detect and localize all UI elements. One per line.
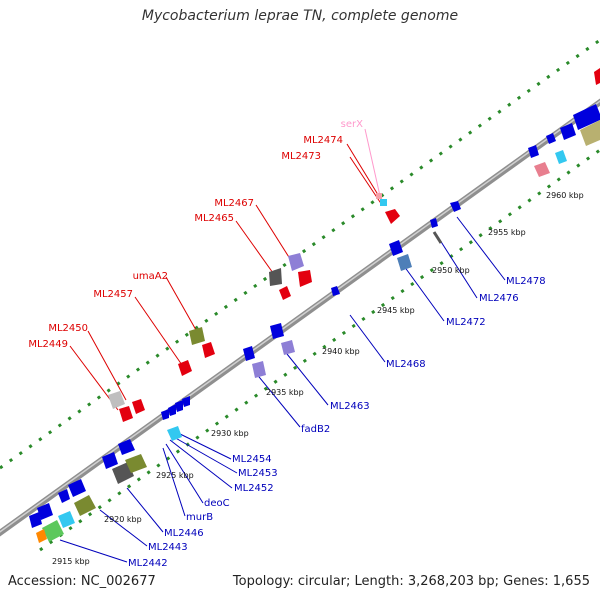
gene-label[interactable]: ML2478 xyxy=(506,276,546,287)
tick-label: 2945 kbp xyxy=(377,306,415,315)
tick-label: 2930 kbp xyxy=(211,429,249,438)
forward-labels: serX ML2474 ML2473 ML2467 ML2465 umaA2 M… xyxy=(28,119,363,350)
gene-ML2465[interactable] xyxy=(269,268,282,286)
tick-label: 2935 kbp xyxy=(266,388,304,397)
gene-ML2467[interactable] xyxy=(288,253,304,271)
gene-ML2442c[interactable] xyxy=(42,520,64,542)
gene-label[interactable]: ML2443 xyxy=(148,542,188,553)
gene-label[interactable]: ML2442 xyxy=(128,558,168,569)
gene-ML2472[interactable] xyxy=(389,240,403,256)
tick-label: 2915 kbp xyxy=(52,557,90,566)
gene-label[interactable]: ML2467 xyxy=(214,198,254,209)
gene-ML2465b[interactable] xyxy=(298,270,312,287)
gene-label[interactable]: fadB2 xyxy=(301,424,330,435)
gene-label[interactable]: ML2449 xyxy=(28,339,68,350)
gene-label[interactable]: umaA2 xyxy=(133,271,168,282)
gene-label[interactable]: ML2457 xyxy=(93,289,133,300)
gene-ML2454[interactable] xyxy=(182,396,190,407)
tick-label: 2960 kbp xyxy=(546,191,584,200)
gene-label[interactable]: ML2473 xyxy=(281,151,321,162)
gene-label[interactable]: deoC xyxy=(204,498,230,509)
gene-label[interactable]: ML2446 xyxy=(164,528,204,539)
gene-top-right-d[interactable] xyxy=(560,123,576,140)
gene-label[interactable]: ML2452 xyxy=(234,483,274,494)
gene-ML2476[interactable] xyxy=(430,218,438,228)
reverse-features[interactable] xyxy=(29,104,600,543)
lane-guides xyxy=(0,38,600,552)
gene-label[interactable]: ML2454 xyxy=(232,454,272,465)
gene-red-small-c[interactable] xyxy=(132,399,145,414)
reverse-callouts xyxy=(59,216,506,563)
gene-label[interactable]: ML2468 xyxy=(386,359,426,370)
gene-ML2473[interactable] xyxy=(385,209,400,224)
gene-ML2457[interactable] xyxy=(178,360,192,376)
gene-ML2446d[interactable] xyxy=(125,454,147,473)
gene-ML2468[interactable] xyxy=(331,286,340,296)
tick-label: 2955 kbp xyxy=(488,228,526,237)
gene-label[interactable]: ML2472 xyxy=(446,317,486,328)
gene-label[interactable]: ML2450 xyxy=(48,323,88,334)
tick-label: 2940 kbp xyxy=(322,347,360,356)
gene-fadB2[interactable] xyxy=(243,346,255,361)
forward-outer-lane xyxy=(0,38,600,470)
genome-backbone xyxy=(0,98,600,537)
gene-ML2463b[interactable] xyxy=(281,340,295,355)
gene-label[interactable]: ML2453 xyxy=(238,468,278,479)
gene-ML2453[interactable] xyxy=(175,400,183,412)
gene-ML2442e[interactable] xyxy=(36,529,47,543)
gene-ML2442b[interactable] xyxy=(29,512,42,528)
gene-fadB2b[interactable] xyxy=(252,361,266,378)
gene-top-right-a[interactable] xyxy=(555,150,567,164)
topology-summary: Topology: circular; Length: 3,268,203 bp… xyxy=(232,574,590,589)
reverse-labels: ML2478 ML2476 ML2472 ML2468 ML2463 fadB2… xyxy=(128,276,546,569)
gene-ML2474[interactable] xyxy=(380,199,387,206)
gene-red-top-right[interactable] xyxy=(594,68,600,85)
accession-label: Accession: NC_002677 xyxy=(8,574,156,589)
gene-red-small-b[interactable] xyxy=(202,342,215,358)
kbp-tick-labels: 2915 kbp 2920 kbp 2925 kbp 2930 kbp 2935… xyxy=(52,191,584,566)
gene-top-right-b[interactable] xyxy=(528,145,539,158)
gene-ML2478[interactable] xyxy=(450,201,461,212)
reverse-outer-lane xyxy=(39,148,600,552)
gene-ML2442d[interactable] xyxy=(58,511,75,528)
tick-label: 2925 kbp xyxy=(156,471,194,480)
gene-pink-right[interactable] xyxy=(534,162,550,177)
gene-label[interactable]: ML2463 xyxy=(330,401,370,412)
gene-ML2446b[interactable] xyxy=(102,452,118,469)
gene-label[interactable]: ML2474 xyxy=(303,135,343,146)
gene-label[interactable]: ML2476 xyxy=(479,293,519,304)
gene-ML2443b[interactable] xyxy=(58,489,70,503)
gene-top-right-f[interactable] xyxy=(580,120,600,146)
gene-ML2472b[interactable] xyxy=(397,254,412,271)
gene-umaA2[interactable] xyxy=(189,327,205,345)
tick-label: 2920 kbp xyxy=(104,515,142,524)
gene-top-right-c[interactable] xyxy=(546,133,556,144)
gene-ML2443c[interactable] xyxy=(74,495,96,516)
gene-ML2476b[interactable] xyxy=(432,231,443,244)
gene-label[interactable]: murB xyxy=(186,512,213,523)
gene-ML2443a[interactable] xyxy=(68,479,86,497)
tick-label: 2950 kbp xyxy=(432,266,470,275)
genome-backbone-highlight xyxy=(0,100,600,533)
gene-red-small-a[interactable] xyxy=(279,286,291,300)
gene-serX[interactable] xyxy=(376,193,382,199)
gene-ML2450[interactable] xyxy=(108,391,125,409)
gene-deoC[interactable] xyxy=(161,409,169,420)
gene-ML2452[interactable] xyxy=(168,404,176,416)
gene-ML2442a[interactable] xyxy=(37,503,53,520)
forward-features[interactable] xyxy=(108,68,600,422)
gene-label[interactable]: serX xyxy=(341,119,363,130)
gene-top-right-e[interactable] xyxy=(573,104,600,130)
gene-ML2449[interactable] xyxy=(119,406,133,422)
gene-murB[interactable] xyxy=(167,426,182,441)
gene-ML2463[interactable] xyxy=(270,323,284,339)
genome-title: Mycobacterium leprae TN, complete genome xyxy=(141,8,459,24)
gene-ML2446a[interactable] xyxy=(118,439,135,455)
gene-label[interactable]: ML2465 xyxy=(194,213,234,224)
